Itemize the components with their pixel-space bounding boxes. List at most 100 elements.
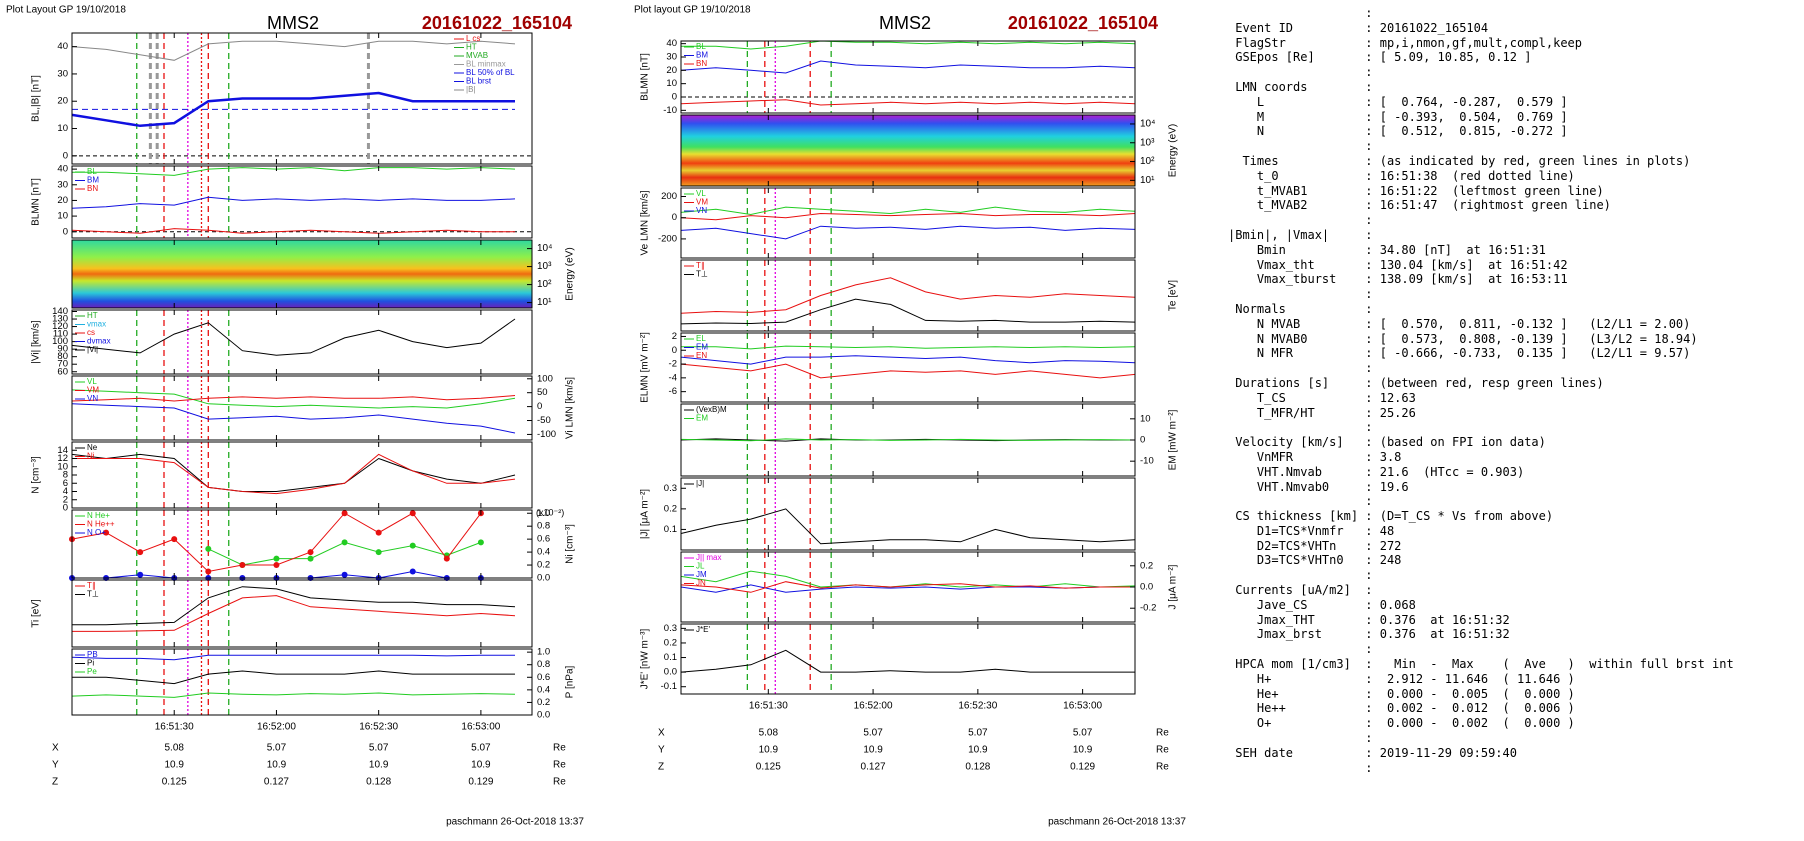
y-tick-label: 60: [57, 366, 68, 377]
legend-label: cs: [87, 328, 95, 337]
y-tick-label: 0.8: [537, 521, 550, 532]
y-tick-label: 0.0: [1140, 582, 1153, 593]
y-tick-label: 40: [57, 164, 68, 175]
x-tick-label: 16:52:30: [359, 722, 398, 733]
y-tick-label: 0.0: [537, 710, 550, 721]
series-marker: [239, 562, 246, 569]
footer: paschmann 26-Oct-2018 13:37: [446, 817, 584, 828]
info-line: VHT.Nmvab0 : 19.6: [1228, 479, 1409, 494]
position-value: 10.9: [267, 760, 287, 771]
legend-label: VL: [696, 189, 706, 198]
y-tick-label: 10⁴: [1140, 119, 1155, 130]
y-tick-label: 10²: [537, 279, 552, 290]
info-line: Velocity [km/s] : (based on FPI ion data…: [1228, 435, 1546, 450]
y-tick-label: 10³: [537, 261, 552, 272]
info-line: :: [1228, 731, 1373, 746]
y-axis-label: J*E' [nW m⁻³]: [640, 629, 651, 690]
panel-frame: [71, 239, 533, 309]
legend-label: T∥: [87, 581, 96, 590]
position-value: 5.08: [164, 743, 184, 754]
y-tick-label: 0: [1140, 435, 1145, 446]
legend-label: VM: [87, 386, 99, 395]
legend-label: vmax: [87, 320, 106, 329]
y-tick-label: 14: [57, 445, 68, 456]
info-line: Vmax_tht : 130.04 [km/s] at 16:51:42: [1228, 257, 1568, 272]
position-label: X: [52, 743, 59, 754]
y-tick-label: -2: [669, 359, 677, 370]
y-tick-label: 20: [666, 65, 677, 76]
y-tick-label: 0.0: [664, 667, 677, 678]
legend-label: Pi: [87, 659, 94, 668]
series-marker: [409, 542, 416, 549]
layout-label: Plot Layout GP 19/10/2018: [6, 5, 126, 16]
legend-label: MVAB: [466, 51, 488, 60]
info-line: :: [1228, 361, 1373, 376]
y-axis-label: |J| [μA m⁻²]: [640, 489, 651, 539]
position-unit: Re: [1156, 745, 1169, 756]
panel-frame: [71, 648, 533, 716]
info-line: :: [1228, 65, 1373, 80]
x-tick-label: 16:51:30: [749, 701, 788, 712]
info-line: :: [1228, 642, 1373, 657]
series-marker: [137, 549, 144, 556]
y-tick-label: 0: [63, 226, 68, 237]
legend-label: T⊥: [87, 590, 99, 599]
position-value: 5.07: [1073, 728, 1093, 739]
series-marker: [273, 562, 280, 569]
position-value: 5.07: [471, 743, 491, 754]
info-line: :: [1228, 568, 1373, 583]
y-tick-label: 12: [57, 453, 68, 464]
y-axis-label: EM [mW m⁻²]: [1168, 409, 1179, 470]
spacecraft-title: MMS2: [879, 13, 931, 33]
y-tick-label: 0: [672, 345, 677, 356]
y-axis-label: N [cm⁻³]: [31, 456, 42, 494]
info-line: Jmax_brst : 0.376 at 16:51:32: [1228, 627, 1510, 642]
y-tick-label: 8: [63, 470, 68, 481]
series-marker: [477, 539, 484, 546]
series-marker: [409, 510, 416, 517]
series-marker: [103, 529, 110, 536]
y-axis-label: Ti [eV]: [31, 599, 42, 628]
legend-label: BM: [87, 176, 99, 185]
info-line: VHT.Nmvab : 21.6 (HTcc = 0.903): [1228, 464, 1525, 479]
legend-label: HT: [466, 43, 477, 52]
info-line: :: [1228, 139, 1373, 154]
position-label: Y: [658, 745, 665, 756]
y-tick-label: 110: [53, 329, 68, 340]
legend-label: N He+: [87, 511, 110, 520]
series-marker: [375, 549, 382, 556]
position-value: 10.9: [1073, 745, 1093, 756]
info-line: :: [1228, 420, 1373, 435]
info-line: Times : (as indicated by red, green line…: [1228, 153, 1691, 168]
series-line: [71, 318, 516, 356]
legend-label: J|| max: [696, 553, 722, 562]
y-axis-label: Energy (eV): [565, 247, 576, 300]
y-tick-label: 0.6: [537, 534, 550, 545]
series-line: [680, 206, 1136, 216]
info-line: :: [1228, 6, 1373, 20]
y-tick-label: 2: [63, 494, 68, 505]
panel-frame: [680, 259, 1136, 332]
info-line: :: [1228, 494, 1373, 509]
info-line: N MVAB0 : [ 0.573, 0.808, -0.139 ] (L3/L…: [1228, 331, 1698, 346]
y-axis-label: ELMN [mV m⁻²]: [640, 332, 651, 403]
position-value: 0.125: [756, 762, 781, 773]
legend-label: BL 50% of BL: [466, 68, 515, 77]
position-label: Z: [52, 777, 58, 788]
series-marker: [341, 510, 348, 517]
position-value: 0.125: [162, 777, 187, 788]
info-line: O+ : 0.000 - 0.002 ( 0.000 ): [1228, 716, 1575, 731]
y-axis-label: P [nPa]: [565, 665, 576, 698]
position-value: 0.129: [1070, 762, 1095, 773]
series-marker: [205, 545, 212, 552]
series-line: [71, 228, 515, 234]
y-tick-label: 100: [537, 373, 553, 384]
legend-label: BN: [87, 184, 98, 193]
series-line: [71, 453, 516, 492]
legend-label: Pe: [87, 667, 97, 676]
info-line: Bmin : 34.80 [nT] at 16:51:31: [1228, 242, 1546, 257]
series-line: [71, 654, 515, 661]
y-tick-label: -0.2: [1140, 603, 1156, 614]
info-line: :: [1228, 287, 1373, 302]
panel-frame: [680, 332, 1136, 403]
